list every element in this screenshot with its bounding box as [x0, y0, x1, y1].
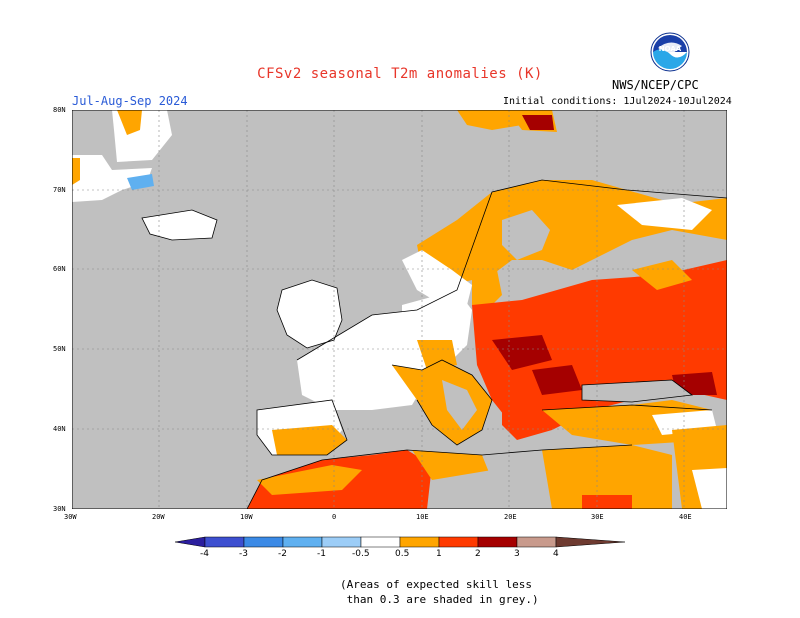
sahara-grey [432, 470, 542, 509]
poland-darkred [492, 335, 552, 370]
colorbar-label: 3 [514, 549, 520, 559]
org-label: NWS/NCEP/CPC [612, 78, 699, 92]
colorbar-bin [204, 536, 245, 548]
benelux-germany-white [402, 290, 472, 370]
colorbar-bin [399, 536, 440, 548]
italy-orange [392, 360, 492, 445]
greece-red [502, 395, 552, 440]
scandinavia-grey [502, 210, 550, 260]
balkans-darkred [532, 365, 582, 395]
lat-label: 70N [53, 186, 66, 194]
south-sweden [472, 270, 502, 310]
colorbar-bin [438, 536, 479, 548]
greenland-orange [117, 110, 142, 135]
middle-east-orange [542, 445, 672, 509]
lon-label: 10W [240, 513, 253, 521]
colorbar-label: -0.5 [352, 549, 370, 559]
iberia-orange [272, 425, 347, 455]
anomaly-map [72, 110, 727, 509]
colorbar [175, 536, 625, 548]
lat-label: 60N [53, 265, 66, 273]
lat-label: 30N [53, 505, 66, 513]
colorbar-bin [516, 536, 557, 548]
lon-label: 20W [152, 513, 165, 521]
colorbar-label: 0.5 [395, 549, 410, 559]
chart-title: CFSv2 seasonal T2m anomalies (K) [257, 66, 543, 82]
colorbar-label: -4 [200, 549, 209, 559]
black-sea [582, 380, 692, 402]
iceland [142, 210, 217, 240]
lon-label: 30W [64, 513, 77, 521]
initial-conditions: Initial conditions: 1Jul2024-10Jul2024 [503, 96, 732, 107]
colorbar-label: -3 [239, 549, 248, 559]
lat-label: 50N [53, 345, 66, 353]
skill-note: (Areas of expected skill less than 0.3 a… [340, 578, 539, 606]
lon-label: 40E [679, 513, 692, 521]
colorbar-label: -1 [317, 549, 326, 559]
greenland-orange-west [72, 158, 80, 185]
svalbard-darkred [522, 115, 554, 130]
colorbar-arrow-left [175, 536, 206, 548]
lon-label: 10E [416, 513, 429, 521]
egypt-red [582, 495, 632, 509]
noaa-logo: NOAA [650, 32, 690, 72]
colorbar-arrow-right [555, 536, 625, 548]
mideast-white [692, 468, 727, 509]
coastlines [141, 179, 727, 509]
kola-white [617, 198, 712, 230]
greenland-blue [127, 174, 154, 190]
map-canvas [72, 110, 727, 509]
lon-label: 30E [591, 513, 604, 521]
colorbar-label: 2 [475, 549, 481, 559]
italy-grey [442, 380, 477, 430]
colorbar-bin [477, 536, 518, 548]
russia-orange [632, 260, 692, 290]
season-period: Jul-Aug-Sep 2024 [72, 94, 188, 108]
svalbard-orange [457, 110, 522, 130]
colorbar-label: 1 [436, 549, 442, 559]
colorbar-bin [360, 536, 401, 548]
colorbar-label: 4 [553, 549, 559, 559]
lon-label: 20E [504, 513, 517, 521]
lon-label: 0 [332, 513, 337, 521]
colorbar-bin [282, 536, 323, 548]
british-isles [277, 280, 342, 348]
graticule [72, 110, 727, 509]
morocco-orange [257, 465, 362, 495]
lat-label: 40N [53, 425, 66, 433]
lat-label: 80N [53, 106, 66, 114]
colorbar-label: -2 [278, 549, 287, 559]
logo-text: NOAA [659, 45, 682, 53]
colorbar-bin [243, 536, 284, 548]
colorbar-bin [321, 536, 362, 548]
